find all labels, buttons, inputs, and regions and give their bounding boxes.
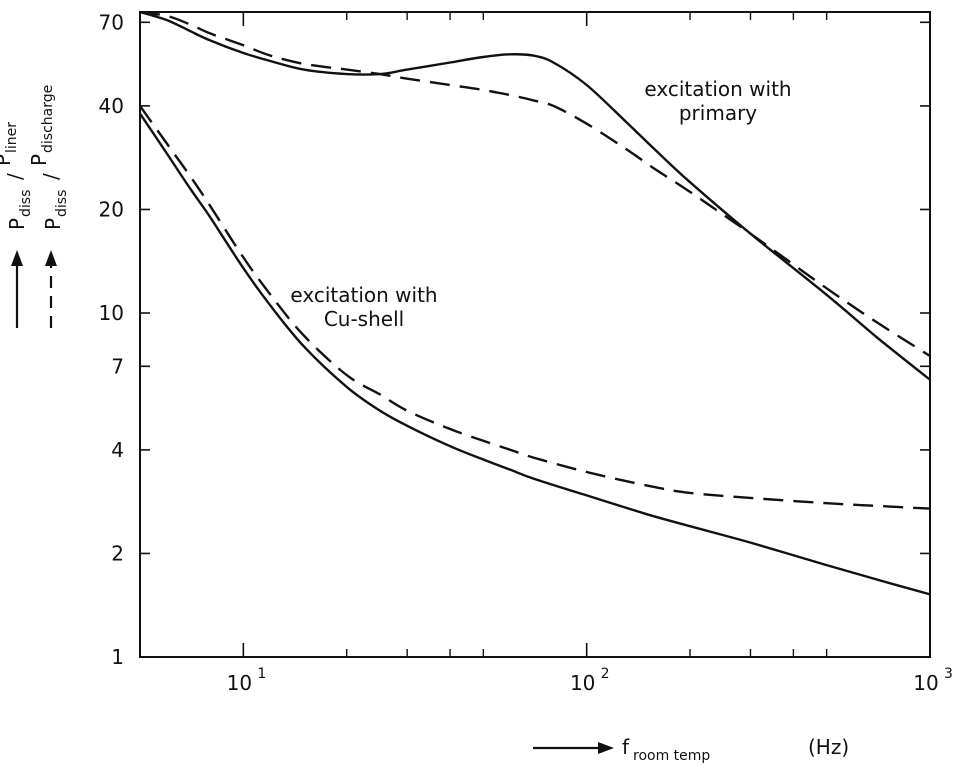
y-label-solid-sub2: liner [4,122,20,153]
y-label-solid-p2: P [0,154,15,166]
series-cu-shell-solid [140,112,930,596]
x-tick-exponent: 2 [601,666,610,682]
y-arrowhead-dashed [45,250,57,266]
y-label-solid-p1: P [5,218,29,230]
plot-border [139,11,931,658]
x-axis-ticks: 10 1 10 2 10 3 [227,12,953,695]
y-label-solid-sep: / [3,173,27,180]
series-primary-dashed [140,12,930,358]
x-axis-subscript: room temp [633,748,710,764]
x-tick-base: 10 [570,671,595,695]
y-label-dashed-sub2: discharge [40,85,56,153]
x-tick-label-1000: 10 3 [913,666,953,695]
y-tick-label-1: 1 [111,645,124,669]
y-tick-label-4: 4 [111,438,124,462]
x-tick-label-100: 10 2 [570,666,610,695]
y-label-dashed-p2: P [27,154,51,166]
y-tick-label-20: 20 [99,197,124,221]
y-tick-label-10: 10 [99,301,124,325]
annotation-primary-line1: excitation with [644,77,791,101]
y-tick-label-40: 40 [99,94,124,118]
x-tick-exponent: 3 [944,666,953,682]
x-tick-base: 10 [227,671,252,695]
x-tick-label-10: 10 1 [227,666,267,695]
series-cu-shell-dashed [140,105,930,510]
y-label-dashed-p1: P [41,218,65,230]
y-axis-ticks: 1 2 4 7 10 20 40 70 [99,10,930,669]
x-tick-base: 10 [913,671,938,695]
y-tick-label-7: 7 [111,354,124,378]
series-primary-solid [140,12,930,381]
x-axis-symbol: f [622,735,630,759]
x-tick-exponent: 1 [257,666,266,682]
annotation-cu-shell-line1: excitation with [290,283,437,307]
y-label-dashed-sep: / [39,173,63,180]
series-layer [140,12,930,596]
y-arrowhead-solid [11,250,23,266]
plot-frame [139,11,931,658]
y-axis-label-solid: P diss / P liner [0,122,34,230]
y-label-dashed-sub1: diss [54,190,70,217]
y-tick-label-2: 2 [111,541,124,565]
x-axis-unit: (Hz) [808,735,849,759]
annotation-primary-line2: primary [679,101,757,125]
y-tick-label-70: 70 [99,10,124,34]
x-axis-arrowhead [598,742,614,754]
annotation-cu-shell-line2: Cu-shell [324,307,404,331]
y-label-solid-sub1: diss [18,190,34,217]
y-axis-label-dashed: P diss / P discharge [27,85,70,230]
x-axis-label: f room temp (Hz) [533,735,849,764]
